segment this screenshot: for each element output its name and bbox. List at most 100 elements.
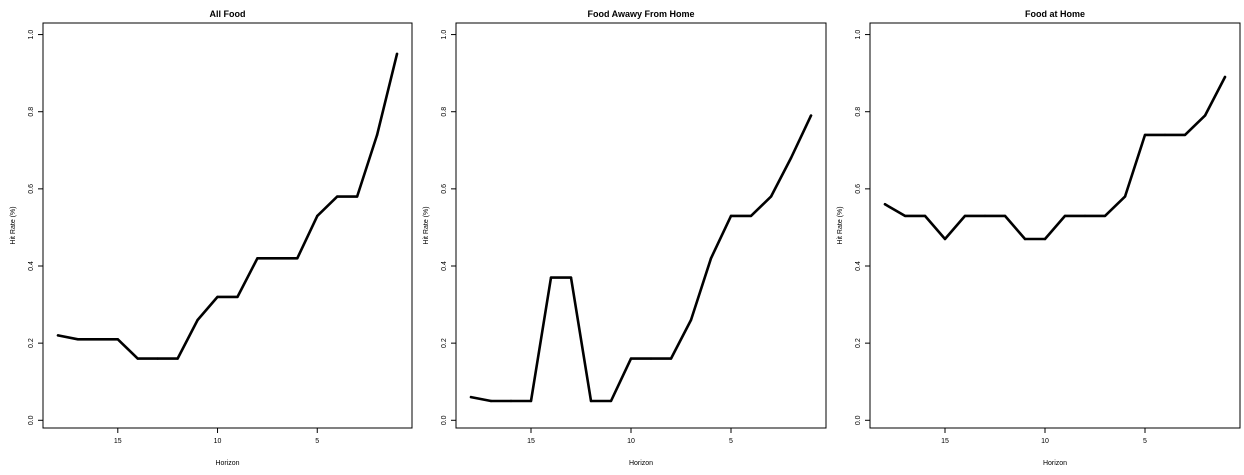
data-point — [709, 257, 713, 260]
data-point — [256, 257, 259, 260]
data-point — [489, 399, 493, 403]
data-point — [549, 276, 553, 279]
data-point — [76, 338, 80, 341]
data-point — [789, 156, 793, 160]
data-point — [963, 214, 967, 218]
y-tick-label: 0.0 — [28, 415, 35, 425]
y-tick-label: 1.0 — [855, 30, 862, 40]
x-axis-label: Horizon — [629, 460, 653, 467]
x-tick-label: 10 — [1041, 438, 1049, 445]
data-point — [1183, 133, 1187, 137]
x-tick-label: 10 — [627, 438, 635, 445]
data-point — [689, 318, 693, 322]
y-tick-label: 0.4 — [441, 261, 448, 271]
chart-title: Food Awawy From Home — [587, 9, 694, 19]
data-point — [1023, 237, 1027, 241]
data-point — [395, 52, 399, 56]
data-point — [569, 276, 573, 279]
y-tick-label: 1.0 — [28, 30, 35, 40]
data-point — [943, 237, 947, 241]
data-point — [629, 357, 633, 360]
data-point — [809, 114, 813, 117]
y-tick-label: 0.4 — [28, 261, 35, 271]
data-point — [729, 214, 733, 218]
y-axis-label: Hit Rate (%) — [423, 206, 430, 244]
data-point — [669, 357, 673, 360]
data-point — [1203, 114, 1207, 117]
data-point — [589, 399, 593, 403]
plot-frame — [42, 22, 413, 429]
x-tick-label: 10 — [214, 438, 222, 445]
x-axis-label: Horizon — [215, 460, 239, 467]
x-tick-label: 15 — [527, 438, 535, 445]
chart-panel-2: Food Awawy From Home 15 10 5 0.0 0.2 0.4 0.6 0.8… — [423, 9, 827, 467]
data-point — [355, 195, 359, 198]
y-tick-label: 0.0 — [441, 415, 448, 425]
data-point — [56, 334, 60, 337]
data-point — [649, 357, 653, 360]
y-tick-label: 0.2 — [28, 338, 35, 348]
x-tick-label: 5 — [1143, 438, 1147, 445]
x-tick-label: 15 — [941, 438, 949, 445]
data-point — [196, 318, 199, 322]
y-tick-label: 1.0 — [441, 30, 448, 40]
data-point — [136, 357, 139, 360]
data-point — [1043, 237, 1047, 241]
x-tick-label: 5 — [729, 438, 733, 445]
x-axis-label: Horizon — [1043, 460, 1067, 467]
data-point — [883, 203, 887, 206]
data-point — [236, 295, 239, 299]
x-tick-label: 5 — [315, 438, 319, 445]
data-point — [509, 399, 513, 403]
y-tick-label: 0.6 — [441, 184, 448, 194]
data-point — [216, 295, 219, 299]
y-tick-label: 0.8 — [855, 107, 862, 117]
data-point — [96, 338, 100, 341]
data-point — [176, 357, 179, 360]
data-point — [469, 395, 473, 399]
series-line — [469, 114, 813, 403]
data-point — [336, 195, 339, 198]
data-point — [1103, 214, 1107, 218]
data-point — [1223, 75, 1227, 79]
data-point — [923, 214, 927, 218]
chart-panel-3: Food at Home 15 10 5 0.0 0.2 0.4 0.6 0.8 1.0 Horiz… — [837, 9, 1241, 467]
y-axis-label: Hit Rate (%) — [10, 206, 17, 244]
data-point — [1063, 214, 1067, 218]
data-point — [1123, 195, 1127, 198]
data-point — [1163, 133, 1167, 137]
y-axis-label: Hit Rate (%) — [837, 206, 844, 244]
data-point — [1083, 214, 1087, 218]
y-tick-label: 0.4 — [855, 261, 862, 271]
plot-frame — [869, 22, 1241, 429]
data-point — [609, 399, 613, 403]
chart-panel-1: All Food 15 10 5 0.0 0.2 0.4 0.6 0.8 1.0 Horizon Hi… — [10, 9, 413, 467]
data-point — [1003, 214, 1007, 218]
y-tick-label: 0.8 — [441, 107, 448, 117]
chart-title: Food at Home — [1025, 9, 1085, 19]
data-point — [316, 214, 319, 218]
y-tick-label: 0.6 — [28, 184, 35, 194]
y-tick-label: 0.2 — [441, 338, 448, 348]
plot-frame — [455, 22, 827, 429]
y-tick-label: 0.0 — [855, 415, 862, 425]
data-point — [296, 257, 299, 260]
data-point — [276, 257, 279, 260]
data-point — [749, 214, 753, 218]
data-point — [375, 133, 379, 137]
data-point — [116, 338, 120, 341]
series-line — [56, 52, 399, 360]
y-tick-label: 0.2 — [855, 338, 862, 348]
data-point — [1143, 133, 1147, 137]
data-point — [983, 214, 987, 218]
chart-title: All Food — [210, 9, 246, 19]
x-tick-label: 15 — [114, 438, 122, 445]
data-point — [769, 195, 773, 198]
data-point — [156, 357, 159, 360]
series-line — [883, 75, 1227, 241]
data-point — [903, 214, 907, 218]
y-tick-label: 0.8 — [28, 107, 35, 117]
data-point — [529, 399, 533, 403]
